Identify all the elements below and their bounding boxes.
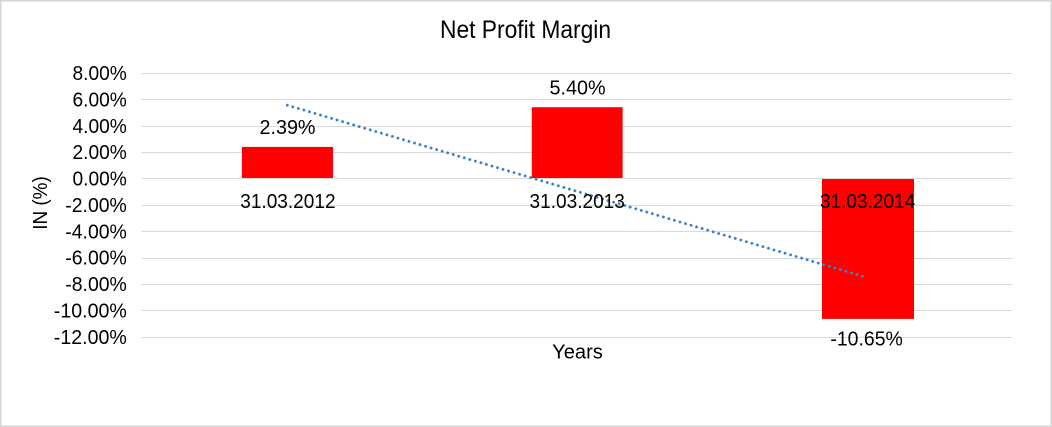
- svg-text:4.00%: 4.00%: [73, 116, 127, 138]
- svg-text:-10.00%: -10.00%: [54, 300, 127, 322]
- svg-text:-8.00%: -8.00%: [65, 274, 127, 296]
- svg-text:0.00%: 0.00%: [73, 169, 127, 191]
- svg-text:31.03.2013: 31.03.2013: [530, 191, 625, 213]
- svg-text:IN (%): IN (%): [30, 176, 52, 230]
- svg-text:-10.65%: -10.65%: [830, 329, 902, 351]
- svg-text:Years: Years: [552, 341, 603, 363]
- svg-text:2.39%: 2.39%: [260, 117, 316, 139]
- svg-text:31.03.2014: 31.03.2014: [820, 191, 915, 213]
- svg-text:2.00%: 2.00%: [73, 142, 127, 164]
- svg-text:5.40%: 5.40%: [550, 77, 606, 99]
- svg-text:-6.00%: -6.00%: [65, 248, 127, 270]
- svg-text:6.00%: 6.00%: [73, 89, 127, 111]
- svg-text:-4.00%: -4.00%: [65, 221, 127, 243]
- svg-text:-2.00%: -2.00%: [65, 195, 127, 217]
- svg-text:-12.00%: -12.00%: [54, 327, 127, 349]
- svg-text:Net Profit Margin: Net Profit Margin: [440, 16, 611, 44]
- svg-text:8.00%: 8.00%: [73, 63, 127, 85]
- svg-text:31.03.2012: 31.03.2012: [240, 191, 335, 213]
